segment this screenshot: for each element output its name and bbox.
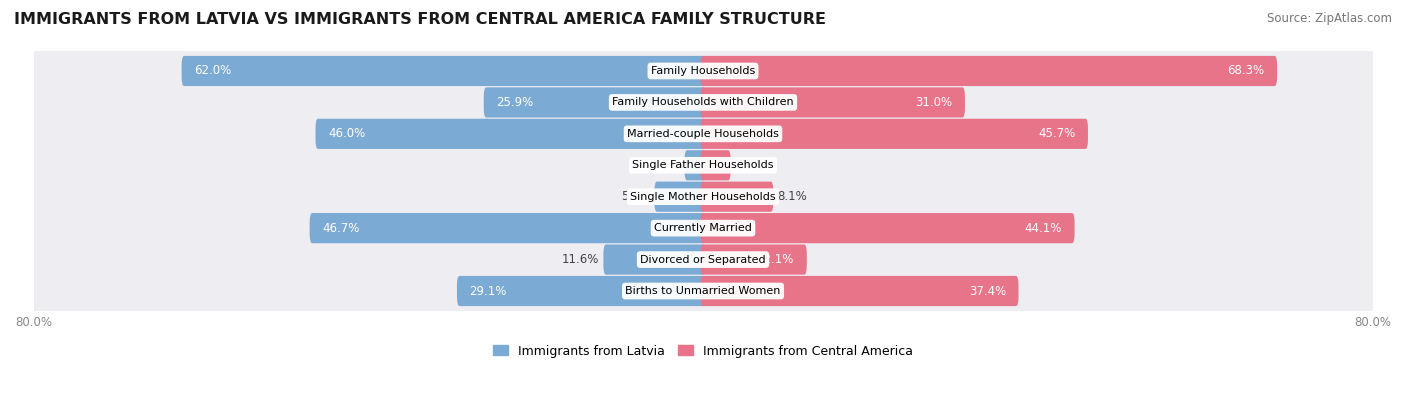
Text: Currently Married: Currently Married [654,223,752,233]
FancyBboxPatch shape [700,56,1277,86]
FancyBboxPatch shape [31,175,1375,219]
Text: 44.1%: 44.1% [1025,222,1062,235]
Text: 45.7%: 45.7% [1038,127,1076,140]
Text: Single Father Households: Single Father Households [633,160,773,170]
Text: 68.3%: 68.3% [1227,64,1264,77]
FancyBboxPatch shape [484,87,706,117]
FancyBboxPatch shape [700,213,1074,243]
FancyBboxPatch shape [700,245,807,275]
FancyBboxPatch shape [654,182,706,212]
Text: Source: ZipAtlas.com: Source: ZipAtlas.com [1267,12,1392,25]
FancyBboxPatch shape [315,119,706,149]
Text: Single Mother Households: Single Mother Households [630,192,776,202]
Text: 3.0%: 3.0% [735,159,765,172]
Text: 8.1%: 8.1% [778,190,807,203]
FancyBboxPatch shape [31,49,1375,93]
FancyBboxPatch shape [685,150,706,181]
Text: 62.0%: 62.0% [194,64,232,77]
Text: Births to Unmarried Women: Births to Unmarried Women [626,286,780,296]
FancyBboxPatch shape [181,56,706,86]
Text: 31.0%: 31.0% [915,96,952,109]
Text: 37.4%: 37.4% [969,284,1005,297]
Text: Married-couple Households: Married-couple Households [627,129,779,139]
FancyBboxPatch shape [31,206,1375,250]
FancyBboxPatch shape [700,87,965,117]
FancyBboxPatch shape [31,269,1375,313]
Text: 25.9%: 25.9% [496,96,533,109]
Text: 46.0%: 46.0% [328,127,366,140]
Text: 5.5%: 5.5% [620,190,651,203]
FancyBboxPatch shape [700,182,773,212]
Text: IMMIGRANTS FROM LATVIA VS IMMIGRANTS FROM CENTRAL AMERICA FAMILY STRUCTURE: IMMIGRANTS FROM LATVIA VS IMMIGRANTS FRO… [14,12,827,27]
Text: 29.1%: 29.1% [470,284,508,297]
Text: 11.6%: 11.6% [562,253,599,266]
FancyBboxPatch shape [31,237,1375,282]
Text: 1.9%: 1.9% [651,159,681,172]
FancyBboxPatch shape [31,143,1375,187]
Text: 12.1%: 12.1% [756,253,794,266]
FancyBboxPatch shape [31,112,1375,156]
FancyBboxPatch shape [700,150,731,181]
FancyBboxPatch shape [31,81,1375,124]
FancyBboxPatch shape [457,276,706,306]
FancyBboxPatch shape [603,245,706,275]
Text: 46.7%: 46.7% [322,222,360,235]
FancyBboxPatch shape [309,213,706,243]
Text: Family Households: Family Households [651,66,755,76]
FancyBboxPatch shape [700,119,1088,149]
Text: Family Households with Children: Family Households with Children [612,98,794,107]
FancyBboxPatch shape [700,276,1018,306]
Legend: Immigrants from Latvia, Immigrants from Central America: Immigrants from Latvia, Immigrants from … [488,340,918,363]
Text: Divorced or Separated: Divorced or Separated [640,254,766,265]
